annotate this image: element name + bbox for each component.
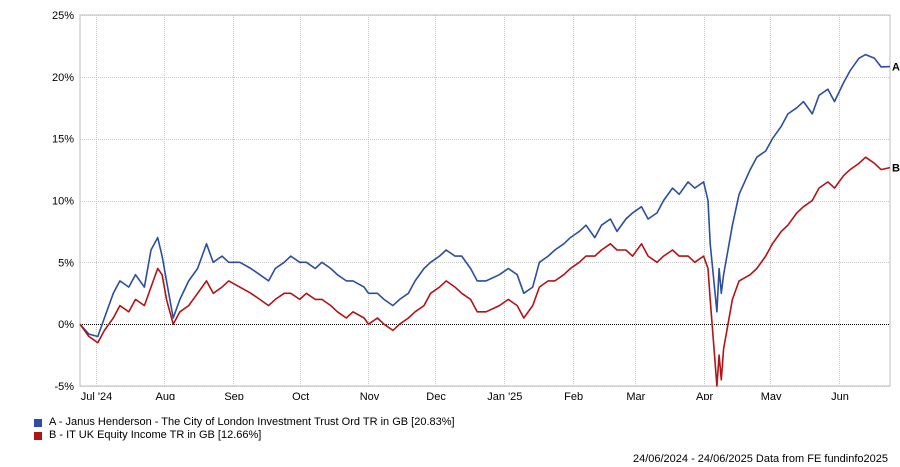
y-tick-label: 0% [58,319,74,331]
x-tick-label: Feb [564,391,583,400]
x-tick-label: Jun [831,391,849,400]
y-tick-label: -5% [54,381,74,393]
legend-swatch-b [34,431,42,440]
y-tick-label: 15% [52,134,74,146]
x-tick-label: Apr [696,391,713,400]
legend-label-b: B - IT UK Equity Income TR in GB [12.66%… [49,429,262,441]
series-end-label-b: B [892,163,900,175]
series-line-a [79,53,891,338]
legend-label-a: A - Janus Henderson - The City of London… [49,416,455,428]
footer-source: Data from FE fundinfo2025 [755,453,888,465]
y-tick-label: 10% [52,196,74,208]
x-tick-label: Nov [360,391,380,400]
performance-chart: -5% 0% 5% 10% 15% 20% 25% Jul '24 Aug Sep Oct Nov De… [52,10,900,403]
y-tick-label: 20% [52,72,74,84]
legend-swatch-a [34,418,42,427]
plot-frame [79,14,891,387]
x-tick-label: Aug [156,391,176,400]
x-tick-label: Sep [224,391,244,400]
x-tick-label: Jan '25 [487,391,522,400]
footer-date-range: 24/06/2024 - 24/06/2025 [632,453,753,465]
x-tick-label: Mar [626,391,645,400]
chart-svg: -5% 0% 5% 10% 15% 20% 25% Jul '24 Aug Sep Oct Nov De… [52,10,900,403]
series-line-b [79,156,891,387]
x-tick-label: Dec [426,391,446,400]
series-end-label-a: A [892,62,900,74]
chart-footer: 24/06/2024 - 24/06/2025 Data from FE fun… [633,453,888,465]
y-tick-label: 5% [58,257,74,269]
x-tick-label: May [761,391,782,400]
chart-legend: A - Janus Henderson - The City of London… [34,416,455,442]
legend-item-b: B - IT UK Equity Income TR in GB [12.66%… [34,429,455,442]
x-tick-label: Oct [292,391,309,400]
x-tick-label: Jul '24 [81,391,112,400]
legend-item-a: A - Janus Henderson - The City of London… [34,416,455,429]
y-tick-label: 25% [52,10,74,22]
